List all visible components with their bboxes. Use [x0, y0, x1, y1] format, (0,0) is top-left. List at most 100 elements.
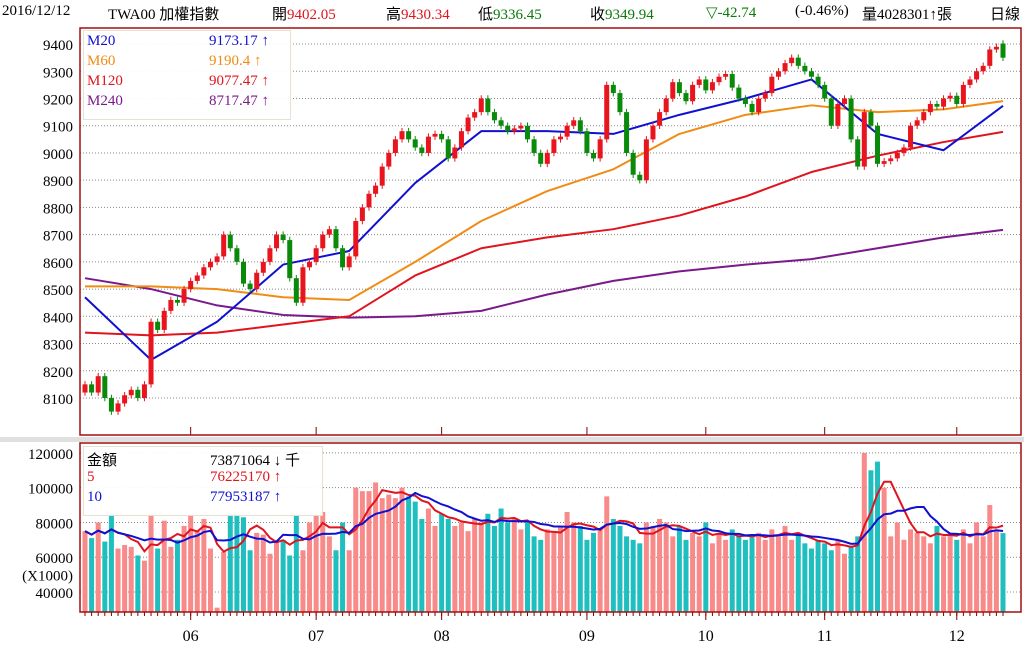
- candle-down: [538, 152, 544, 164]
- month-label: 11: [817, 628, 832, 645]
- candle-up: [921, 112, 927, 121]
- volume-bar: [234, 513, 240, 612]
- volume-bar: [280, 539, 286, 612]
- candle-down: [828, 98, 834, 126]
- candle-down: [1000, 43, 1006, 58]
- candle-up: [782, 63, 788, 72]
- volume-bar: [227, 513, 233, 612]
- volume-bar: [756, 532, 762, 612]
- price-tick-label: 9100: [43, 120, 73, 136]
- candle-down: [280, 234, 286, 241]
- panel-separator: [0, 437, 1024, 442]
- price-tick-label: 8400: [43, 310, 73, 326]
- candle-up: [221, 234, 227, 257]
- volume-bar: [723, 539, 729, 612]
- volume-bar: [914, 532, 920, 612]
- price-tick-label: 9400: [43, 38, 73, 54]
- legend-name: M240: [87, 93, 123, 109]
- candle-down: [412, 139, 418, 148]
- legend-value: 9077.47 ↑: [209, 73, 269, 89]
- volume-bar: [82, 531, 88, 612]
- volume-bar: [359, 491, 365, 612]
- m20-line: [84, 78, 1004, 361]
- legend-name: M60: [87, 53, 116, 69]
- volume-bar: [366, 491, 372, 612]
- volume-bar: [399, 487, 405, 612]
- candle-down: [676, 82, 682, 94]
- candle-down: [491, 112, 497, 121]
- candle-down: [822, 84, 828, 99]
- volume-bar: [604, 496, 610, 612]
- candle-up: [927, 103, 933, 113]
- candle-down: [934, 103, 940, 107]
- candle-down: [108, 397, 114, 412]
- candle-up: [148, 321, 154, 385]
- period-selector[interactable]: 日線: [990, 7, 1021, 23]
- volume-bar: [207, 548, 213, 612]
- legend-value: 76225170 ↑: [210, 469, 282, 485]
- candle-up: [465, 117, 471, 132]
- volume-bar: [465, 531, 471, 612]
- legend-name: 5: [87, 469, 95, 485]
- volume-bar: [260, 534, 266, 612]
- volume-bar: [676, 525, 682, 612]
- candle-down: [736, 87, 742, 99]
- candle-down: [637, 174, 643, 181]
- candle-up: [888, 158, 894, 162]
- candle-up: [544, 152, 550, 164]
- low-quote: 低9336.45: [478, 3, 542, 24]
- candle-down: [439, 133, 445, 140]
- candle-up: [458, 131, 464, 148]
- candle-up: [373, 185, 379, 194]
- candle-down: [875, 125, 881, 164]
- price-legend: M20 9173.17 ↑ M60 9190.4 ↑ M120 9077.47 ↑ M…: [83, 30, 291, 120]
- candle-down: [227, 234, 233, 249]
- volume-bar: [564, 512, 570, 612]
- candle-up: [835, 103, 841, 126]
- candle-down: [406, 131, 412, 140]
- volume-bar: [267, 553, 273, 612]
- candle-down: [445, 139, 451, 159]
- month-label: 08: [434, 628, 450, 645]
- volume-bar: [293, 513, 299, 612]
- volume-bar: [782, 525, 788, 612]
- candle-up: [346, 256, 352, 268]
- volume-bar: [934, 525, 940, 612]
- volume-bar: [703, 522, 709, 612]
- close-value: 9349.94: [605, 7, 654, 23]
- high-label: 高: [386, 7, 402, 23]
- volume-bar: [643, 522, 649, 612]
- candle-down: [505, 125, 511, 132]
- candle-up: [161, 310, 167, 330]
- volume-bar: [954, 539, 960, 612]
- volume-bar: [960, 529, 966, 612]
- volume-bar: [610, 518, 616, 612]
- volume-bar: [597, 529, 603, 612]
- candle-down: [89, 384, 95, 393]
- candle-up: [518, 125, 524, 129]
- candle-up: [425, 136, 431, 153]
- candle-up: [214, 256, 220, 262]
- close-quote: 收9349.94: [590, 3, 654, 24]
- volume-bar: [247, 550, 253, 612]
- low-label: 低: [478, 7, 494, 23]
- candle-down: [815, 76, 821, 85]
- volume-bar: [683, 539, 689, 612]
- price-tick-label: 9300: [43, 65, 73, 81]
- volume-bar: [254, 532, 260, 612]
- candle-up: [452, 147, 458, 159]
- candle-down: [247, 283, 253, 290]
- volume-bar: [901, 539, 907, 612]
- volume-bar: [795, 532, 801, 612]
- volume-bar: [108, 513, 114, 612]
- candle-up: [723, 74, 729, 77]
- candle-down: [848, 98, 854, 140]
- candle-down: [531, 139, 537, 153]
- candle-down: [729, 74, 735, 88]
- volume-bar: [584, 539, 590, 612]
- volume-bar: [690, 532, 696, 612]
- candle-up: [115, 403, 121, 412]
- volume-bar: [326, 536, 332, 612]
- volume-bar: [980, 536, 986, 612]
